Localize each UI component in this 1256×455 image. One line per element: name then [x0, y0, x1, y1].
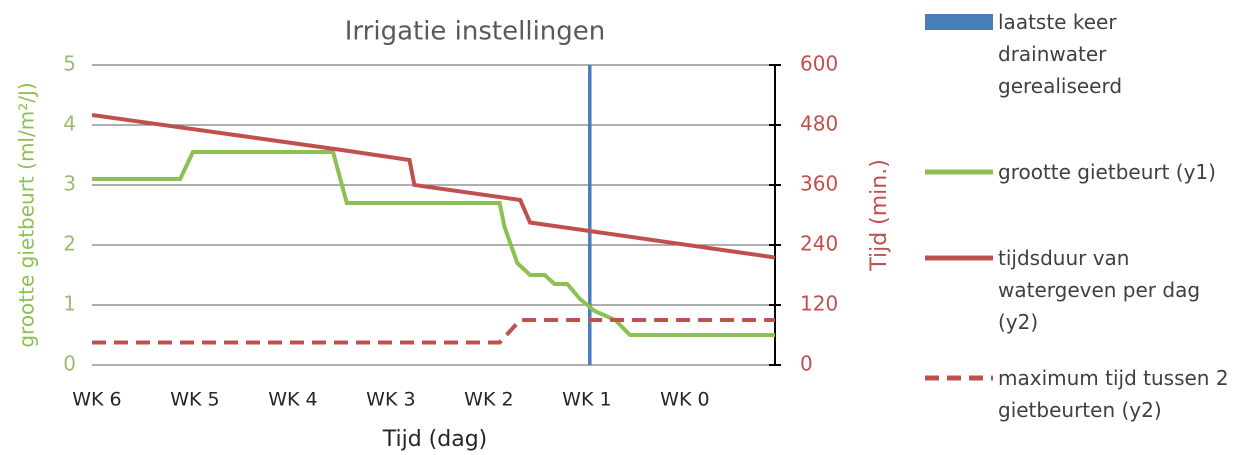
legend-swatch: [925, 14, 993, 30]
y-tick-label: 5: [63, 52, 76, 76]
chart-title: Irrigatie instellingen: [345, 17, 606, 47]
y2-tick-label: 480: [800, 112, 838, 136]
y-tick-label: 0: [63, 352, 76, 376]
y2-axis-label: Tijd (min.): [867, 159, 892, 272]
y-tick-label: 1: [63, 292, 76, 316]
series-line: [92, 318, 775, 345]
x-tick-label: WK 0: [660, 389, 709, 411]
legend-label: laatste keer drainwater gerealiseerd: [998, 10, 1123, 98]
y2-tick-label: 600: [800, 52, 838, 76]
x-tick-label: WK 6: [72, 389, 121, 411]
x-axis-label: Tijd (dag): [382, 427, 488, 452]
series-line: [92, 150, 775, 337]
y-tick-label: 3: [63, 172, 76, 196]
y2-tick-label: 240: [800, 232, 838, 256]
x-tick-label: WK 3: [366, 389, 415, 411]
y-axis-label: grootte gietbeurt (ml/m²/J): [15, 82, 39, 347]
legend-label: tijdsduur van watergeven per dag (y2): [998, 246, 1201, 334]
y2-tick-label: 120: [800, 292, 838, 316]
x-tick-label: WK 2: [464, 389, 513, 411]
y-tick-label: 2: [63, 232, 76, 256]
legend-label: grootte gietbeurt (y1): [998, 160, 1216, 184]
series-line: [91, 113, 776, 260]
y2-tick-label: 0: [800, 352, 813, 376]
y-tick-label: 4: [63, 112, 76, 136]
x-tick-label: WK 5: [170, 389, 219, 411]
x-tick-label: WK 4: [268, 389, 317, 411]
legend-label: maximum tijd tussen 2 gietbeurten (y2): [998, 366, 1229, 422]
x-tick-label: WK 1: [562, 389, 611, 411]
y2-tick-label: 360: [800, 172, 838, 196]
